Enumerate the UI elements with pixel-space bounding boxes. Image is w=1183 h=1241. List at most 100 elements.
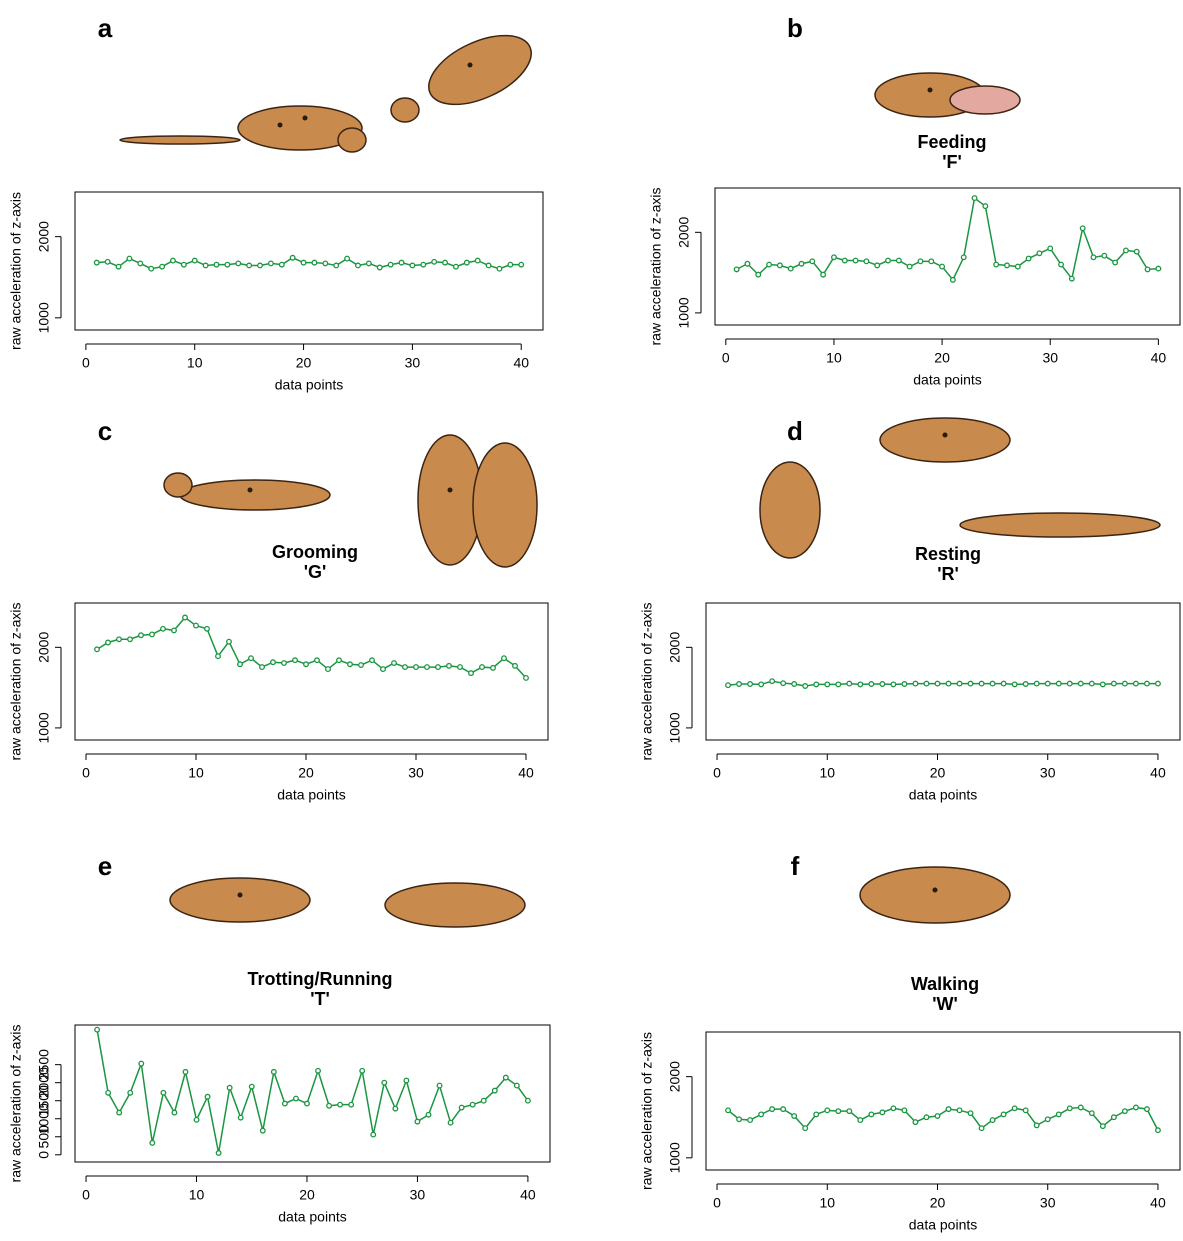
data-point <box>780 1106 787 1113</box>
data-point <box>1143 1106 1150 1113</box>
data-point <box>403 1077 410 1084</box>
data-point <box>917 258 924 265</box>
data-point <box>1022 681 1029 687</box>
data-point <box>1155 1127 1161 1134</box>
data-point <box>852 257 859 264</box>
data-point <box>1155 680 1161 687</box>
x-tick-label: 10 <box>819 765 835 781</box>
data-point <box>863 258 870 265</box>
data-point <box>1090 254 1097 261</box>
data-point <box>1155 265 1162 272</box>
x-axis-label: data points <box>909 787 978 803</box>
data-point <box>755 271 762 278</box>
data-point <box>912 680 919 687</box>
data-point <box>322 260 329 267</box>
data-point <box>1101 252 1108 259</box>
data-point <box>171 1109 178 1116</box>
data-point <box>733 266 740 273</box>
y-axis-label: raw acceleration of z-axis <box>8 192 24 350</box>
data-point <box>126 255 133 262</box>
x-axis-label: data points <box>913 372 982 388</box>
data-point <box>180 261 187 268</box>
data-point <box>480 1097 487 1104</box>
data-point <box>1011 681 1018 688</box>
data-point <box>105 1089 112 1096</box>
data-point <box>447 1119 454 1126</box>
data-point <box>868 1111 875 1118</box>
y-tick-label: 2000 <box>667 1061 683 1092</box>
data-point <box>370 1131 377 1138</box>
panel-letter: b <box>787 13 803 43</box>
data-point <box>1066 1105 1073 1112</box>
data-point <box>769 1106 776 1113</box>
data-point <box>978 1125 985 1132</box>
data-point <box>1122 247 1129 254</box>
data-point <box>314 657 320 664</box>
data-point <box>989 680 996 687</box>
data-point <box>1004 262 1010 269</box>
x-axis-label: data points <box>275 377 344 393</box>
data-point <box>281 660 287 666</box>
data-point <box>315 1067 321 1074</box>
data-point <box>1143 680 1150 687</box>
data-point <box>213 261 220 268</box>
y-axis-label: raw acceleration of z-axis <box>8 1025 24 1183</box>
data-point <box>344 255 351 262</box>
data-point <box>798 260 805 267</box>
data-point <box>347 661 353 668</box>
x-tick-label: 20 <box>930 1195 946 1211</box>
data-point <box>435 664 441 671</box>
data-point <box>292 1095 299 1102</box>
data-point <box>226 1084 233 1091</box>
panel: d Resting'R' 0 10 20 30 40 data points 1000 2000 r… <box>639 416 1181 803</box>
data-point <box>376 264 383 271</box>
data-point <box>1121 680 1128 687</box>
x-tick-label: 0 <box>82 355 90 371</box>
x-tick-label: 0 <box>713 1195 721 1211</box>
data-line <box>727 680 1158 687</box>
data-point <box>824 1107 831 1114</box>
data-point <box>479 664 485 671</box>
x-tick-label: 0 <box>82 1187 90 1203</box>
data-point <box>248 1083 255 1090</box>
data-point <box>939 263 946 270</box>
panel-code: 'R' <box>937 564 959 584</box>
data-point <box>325 666 331 673</box>
data-point <box>270 659 276 666</box>
data-point <box>160 625 166 632</box>
data-point <box>115 263 122 270</box>
data-point <box>802 1125 809 1132</box>
data-point <box>380 666 386 673</box>
data-point <box>769 678 776 685</box>
data-point <box>193 622 199 629</box>
panel: b Feeding'F' 0 10 20 30 40 data points 1000 2000 r… <box>648 13 1181 388</box>
data-point <box>1133 248 1140 255</box>
data-point <box>1033 680 1040 687</box>
data-point <box>149 1139 156 1146</box>
data-point <box>337 1101 344 1108</box>
data-point <box>359 1067 366 1074</box>
data-point <box>1099 681 1106 688</box>
panel-letter: a <box>98 13 113 43</box>
data-point <box>414 1118 421 1125</box>
plot-frame <box>74 602 549 741</box>
x-tick-label: 30 <box>410 1187 426 1203</box>
data-point <box>474 257 481 264</box>
panel-title: Grooming <box>272 542 358 562</box>
data-point <box>744 260 751 267</box>
data-point <box>304 1100 310 1107</box>
data-line <box>96 1029 529 1154</box>
data-point <box>512 662 518 669</box>
data-point <box>949 276 956 283</box>
data-point <box>369 657 375 664</box>
panel-title: Feeding <box>917 132 986 152</box>
data-point <box>292 657 298 664</box>
data-point <box>928 258 935 265</box>
data-point <box>1132 1104 1139 1111</box>
panel-title: Trotting/Running <box>248 969 393 989</box>
data-point <box>160 1089 167 1096</box>
data-point <box>182 614 188 621</box>
data-point <box>224 261 231 268</box>
data-point <box>791 681 798 687</box>
